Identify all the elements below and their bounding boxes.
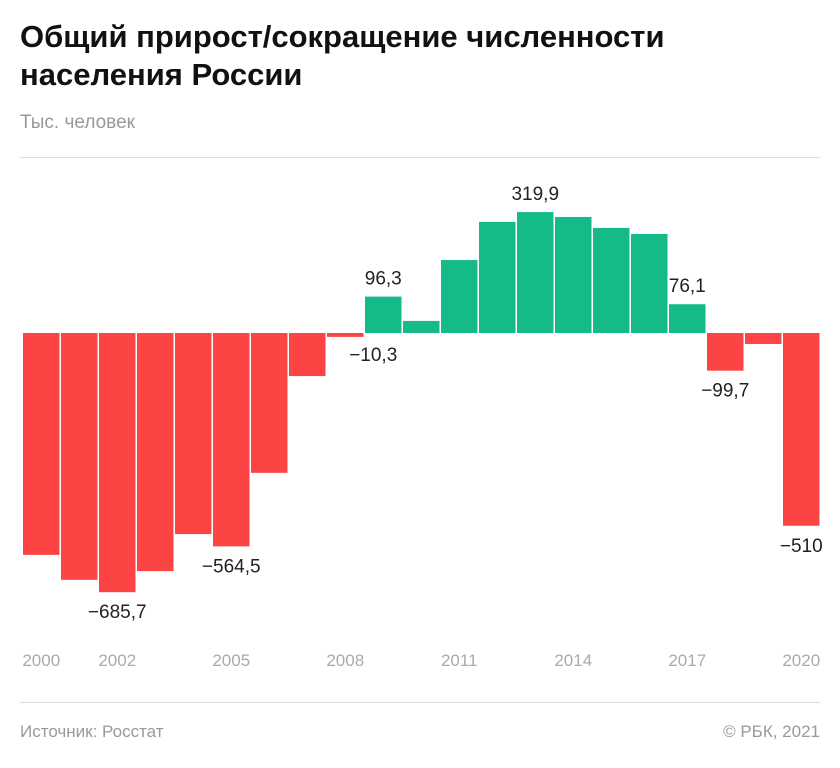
x-tick-2000: 2000: [22, 651, 60, 670]
bar-2005: [213, 333, 250, 547]
data-label-2005: −564,5: [202, 556, 261, 577]
data-label-2002: −685,7: [88, 602, 147, 623]
bar-2000: [23, 333, 60, 555]
bar-2018: [707, 333, 744, 371]
data-label-2020: −510: [780, 536, 823, 557]
x-tick-2014: 2014: [554, 651, 592, 670]
bar-2011: [441, 260, 478, 333]
bar-2003: [137, 333, 174, 572]
bar-2013: [517, 212, 554, 333]
x-tick-2008: 2008: [326, 651, 364, 670]
bar-2019: [745, 333, 782, 344]
bar-chart: 2000 −685,7 2002 −564,5 2005 −10,3 2008 96,3 201…: [22, 184, 823, 670]
bar-2006: [251, 333, 288, 473]
copyright: © РБК, 2021: [723, 722, 820, 741]
bar-2001: [61, 333, 98, 580]
bar-2017: [669, 304, 706, 333]
bar-2004: [175, 333, 212, 535]
bar-2012: [479, 221, 516, 333]
data-label-2009: 96,3: [365, 269, 402, 290]
bar-2009: [365, 296, 402, 333]
bar-2014: [555, 216, 592, 333]
bar-2015: [593, 227, 630, 333]
bar-2008: [327, 333, 364, 337]
bottom-divider: [20, 702, 820, 703]
data-label-2008: −10,3: [349, 345, 397, 366]
data-label-2018: −99,7: [701, 381, 749, 402]
x-tick-2020: 2020: [782, 651, 820, 670]
chart-title: Общий прирост/сокращение численности нас…: [20, 19, 665, 92]
top-divider: [20, 157, 820, 158]
chart-subtitle: Тыс. человек: [20, 112, 135, 133]
bar-2016: [631, 233, 668, 333]
source-note: Источник: Росстат: [20, 722, 164, 741]
bar-2002: [99, 333, 136, 593]
data-label-2013: 319,9: [511, 184, 559, 205]
x-tick-2017: 2017: [668, 651, 706, 670]
data-label-2017: 76,1: [669, 276, 706, 297]
x-tick-2002: 2002: [98, 651, 136, 670]
bar-2020: [783, 333, 820, 526]
x-tick-2011: 2011: [441, 651, 478, 670]
bar-2010: [403, 320, 440, 333]
x-tick-2005: 2005: [212, 651, 250, 670]
bar-2007: [289, 333, 326, 377]
